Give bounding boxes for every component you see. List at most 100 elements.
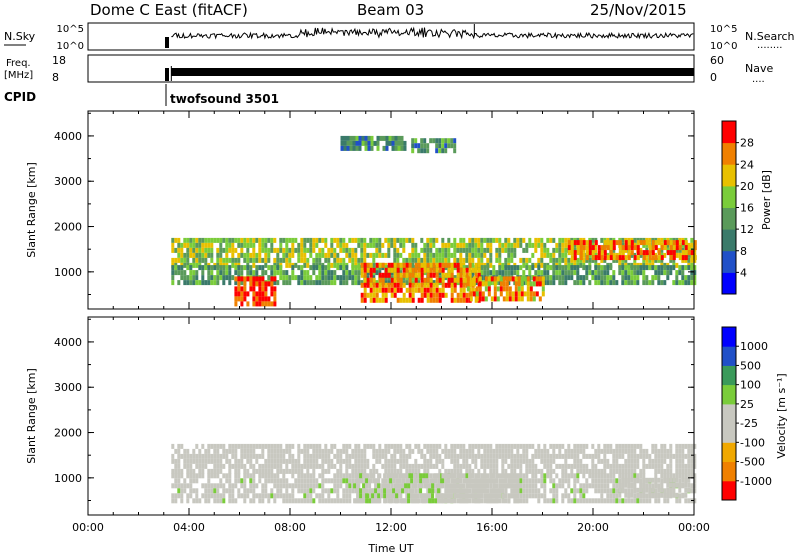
echo-cell	[558, 443, 562, 449]
echo-cell	[222, 237, 226, 243]
echo-cell	[246, 493, 250, 499]
echo-cell	[666, 482, 670, 488]
echo-cell	[336, 265, 340, 271]
echo-cell	[453, 237, 457, 243]
echo-cell	[303, 498, 307, 504]
echo-cell	[417, 448, 421, 454]
echo-cell	[579, 463, 583, 469]
echo-cell	[499, 286, 503, 292]
echo-cell	[219, 453, 223, 459]
echo-cell	[495, 493, 499, 499]
echo-cell	[474, 488, 478, 494]
echo-cell	[195, 478, 199, 484]
echo-cell	[273, 247, 277, 253]
echo-cell	[588, 483, 592, 489]
echo-cell	[606, 240, 610, 246]
echo-cell	[249, 478, 253, 484]
echo-cell	[294, 463, 298, 469]
echo-cell	[606, 443, 610, 449]
echo-cell	[484, 296, 488, 302]
colorbar-swatch	[722, 185, 736, 208]
echo-cell	[195, 458, 199, 464]
echo-cell	[597, 448, 601, 454]
echo-cell	[285, 448, 289, 454]
echo-cell	[535, 281, 539, 287]
echo-cell	[213, 488, 217, 494]
echo-cell	[510, 483, 514, 489]
echo-cell	[690, 483, 694, 489]
echo-cell	[678, 245, 682, 251]
echo-cell	[481, 291, 485, 297]
echo-cell	[459, 463, 463, 469]
echo-cell	[384, 280, 388, 286]
echo-cell	[483, 237, 487, 243]
echo-cell	[267, 301, 271, 307]
echo-cell	[465, 488, 469, 494]
echo-cell	[525, 458, 529, 464]
echo-cell	[300, 463, 304, 469]
echo-cell	[378, 443, 382, 449]
echo-cell	[371, 488, 375, 494]
echo-cell	[324, 443, 328, 449]
echo-cell	[249, 443, 253, 449]
echo-cell	[312, 443, 316, 449]
echo-cell	[477, 448, 481, 454]
echo-cell	[183, 488, 187, 494]
echo-cell	[681, 270, 685, 276]
echo-cell	[375, 287, 379, 293]
echo-cell	[408, 443, 412, 449]
echo-cell	[456, 493, 460, 499]
echo-cell	[384, 237, 388, 243]
echo-cell	[249, 458, 253, 464]
echo-cell	[618, 453, 622, 459]
echo-cell	[489, 463, 493, 469]
echo-cell	[273, 448, 277, 454]
echo-cell	[474, 242, 478, 248]
echo-cell	[377, 483, 381, 489]
echo-cell	[351, 468, 355, 474]
echo-cell	[285, 443, 289, 449]
echo-cell	[669, 448, 673, 454]
echo-cell	[422, 493, 426, 499]
echo-cell	[600, 237, 604, 243]
echo-cell	[540, 448, 544, 454]
echo-cell	[462, 292, 466, 298]
echo-cell	[363, 458, 367, 464]
echo-cell	[363, 292, 367, 298]
echo-cell	[654, 468, 658, 474]
echo-cell	[603, 458, 607, 464]
echo-cell	[387, 478, 391, 484]
echo-cell	[366, 275, 370, 281]
echo-cell	[346, 135, 350, 141]
echo-cell	[267, 493, 271, 499]
echo-cell	[558, 252, 562, 258]
echo-cell	[690, 242, 694, 248]
echo-cell	[375, 282, 379, 288]
echo-cell	[564, 280, 568, 286]
echo-cell	[609, 493, 613, 499]
echo-cell	[447, 138, 451, 144]
echo-cell	[240, 276, 244, 282]
echo-cell	[627, 275, 631, 281]
echo-cell	[528, 265, 532, 271]
echo-cell	[177, 252, 181, 258]
echo-cell	[633, 482, 637, 488]
echo-cell	[219, 252, 223, 258]
echo-cell	[192, 488, 196, 494]
echo-cell	[198, 237, 202, 243]
echo-cell	[426, 272, 430, 278]
echo-cell	[465, 483, 469, 489]
echo-cell	[597, 255, 601, 261]
echo-cell	[219, 265, 223, 271]
echo-cell	[381, 282, 385, 288]
echo-cell	[297, 498, 301, 504]
echo-cell	[210, 265, 214, 271]
echo-cell	[462, 473, 466, 479]
echo-cell	[351, 270, 355, 276]
echo-cell	[471, 468, 475, 474]
echo-cell	[453, 478, 457, 484]
echo-cell	[189, 242, 193, 248]
echo-cell	[434, 478, 438, 484]
echo-cell	[237, 252, 241, 258]
echo-cell	[609, 255, 613, 261]
